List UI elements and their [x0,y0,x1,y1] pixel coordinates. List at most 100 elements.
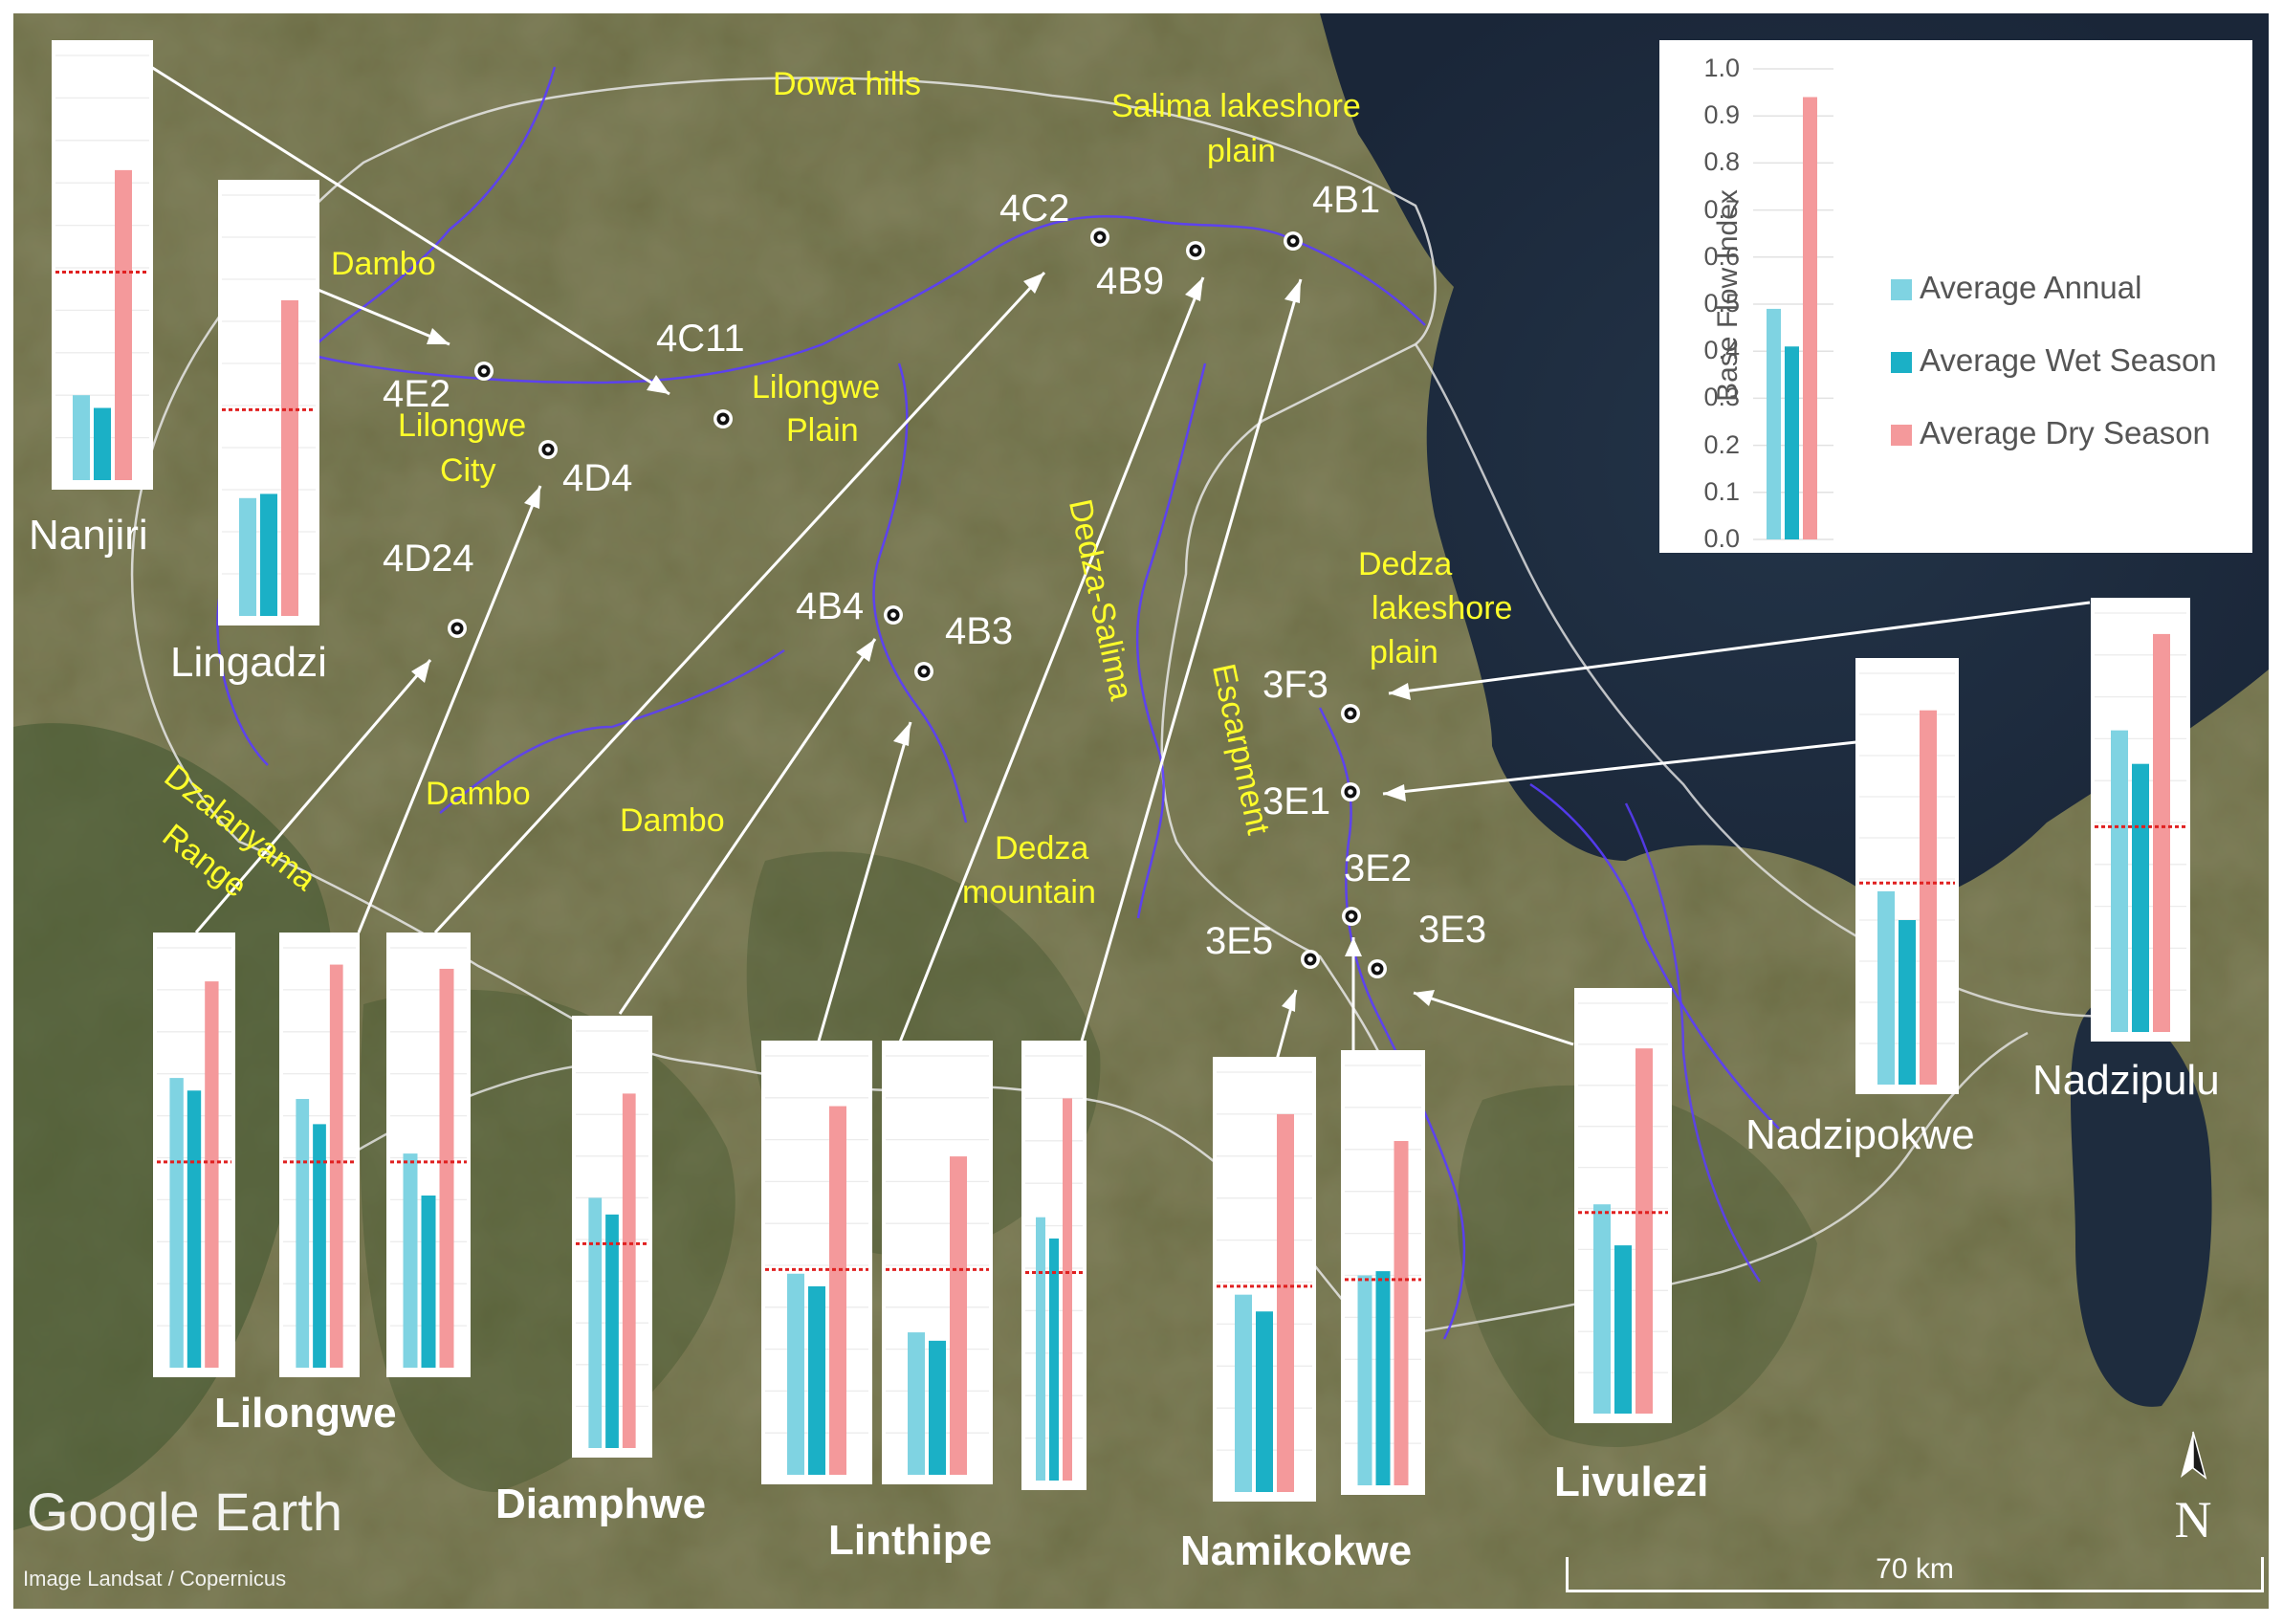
mini-bar-annual [787,1273,804,1475]
mini-chart-nadzipulu [2091,598,2190,1042]
station-label-4C2: 4C2 [999,187,1070,230]
mini-bar-dry [1394,1141,1409,1485]
station-label-4B9: 4B9 [1096,260,1165,302]
mini-bar-annual [239,497,256,616]
mini-bar-dry [622,1093,636,1448]
legend-y-tick: 0.0 [1703,524,1740,553]
mini-bar-wet [187,1090,202,1368]
mini-bar-dry [115,169,132,480]
legend-entry-wet: Average Wet Season [1891,342,2217,379]
mini-bar-dry [2153,633,2170,1032]
station-label-3E2: 3E2 [1344,847,1413,889]
legend-bar-annual [1767,308,1781,539]
station-markers [448,228,1387,978]
station-label-3E5: 3E5 [1205,920,1274,962]
mini-bar-annual [403,1153,418,1368]
station-label-4B4: 4B4 [796,585,865,627]
legend-entry-wet-label: Average Wet Season [1920,342,2217,378]
mini-chart-livulezi [1574,988,1672,1423]
mini-bar-annual [588,1197,603,1448]
catchment-label-nadzipulu: Nadzipulu [2032,1057,2220,1104]
mini-bar-wet [2132,763,2149,1032]
region-label-dedza-lakeshore: Dedza [1358,546,1453,582]
legend-entry-dry: Average Dry Season [1891,415,2210,451]
legend-entry-dry-label: Average Dry Season [1920,415,2210,450]
mini-bar-dry [329,964,343,1368]
region-label-dedza-mountain-2: mountain [962,874,1096,911]
station-label-3F3: 3F3 [1262,664,1328,706]
station-label-4B1: 4B1 [1312,179,1381,221]
mini-bar-dry [281,300,298,616]
mini-bar-dry [1063,1098,1072,1481]
mini-bar-wet [605,1214,619,1448]
region-label-lilongwe-plain: Lilongwe [752,369,881,406]
mini-bar-wet [1049,1238,1059,1481]
region-label-dowa-hills: Dowa hills [773,66,921,102]
catchment-label-linthipe: Linthipe [828,1517,993,1564]
region-label-lilongwe-city-2: City [440,452,496,489]
mini-chart-lilongwe-4d4 [279,933,360,1377]
legend-bar-wet [1785,346,1799,539]
legend-y-tick: 0.6 [1703,241,1740,271]
legend-y-tick: 0.7 [1703,194,1740,224]
mini-bar-wet [94,407,111,480]
region-label-dedza-mountain: Dedza [995,830,1089,867]
mini-bar-wet [260,494,277,616]
legend-entry-annual-label: Average Annual [1920,270,2142,305]
station-label-4D24: 4D24 [383,538,474,580]
mini-bar-wet [313,1124,326,1368]
mini-chart-linthipe-4b1 [1021,1041,1087,1490]
region-label-dambo: Dambo [331,246,436,282]
mini-bar-annual [1357,1275,1372,1485]
mini-chart-namikokwe-3e2 [1341,1050,1425,1495]
mini-bar-annual [296,1099,310,1368]
station-label-4E2: 4E2 [383,373,451,415]
legend-y-tick: 0.8 [1703,147,1740,177]
mini-chart-lilongwe-4d24 [153,933,235,1377]
legend-swatch-annual [1891,279,1912,300]
catchment-label-nanjiri: Nanjiri [29,512,148,559]
station-label-4B3: 4B3 [945,610,1014,652]
mini-chart-lilongwe-4c2 [386,933,471,1377]
region-label-lilongwe-plain-2: Plain [786,412,859,449]
mini-bar-annual [1235,1294,1252,1492]
station-label-3E3: 3E3 [1418,909,1487,951]
legend-y-tick: 0.1 [1703,476,1740,506]
catchment-label-lingadzi: Lingadzi [170,639,327,686]
catchment-label-lilongwe: Lilongwe [214,1390,397,1437]
google-earth-logo: Google Earth [27,1481,342,1542]
mini-bar-dry [950,1156,967,1475]
legend-swatch-wet [1891,352,1912,373]
mini-bar-wet [1899,920,1916,1085]
mini-chart-nanjiri [52,40,153,490]
north-arrow-icon: N [2175,1431,2212,1545]
legend-entry-annual: Average Annual [1891,270,2142,306]
scale-bar: 70 km [1566,1553,2264,1592]
legend-y-tick: 1.0 [1703,54,1740,82]
station-label-3E1: 3E1 [1262,780,1331,823]
legend-y-tick: 0.4 [1703,336,1740,365]
mini-bar-wet [1614,1245,1632,1414]
mini-bar-wet [808,1285,825,1475]
region-label-dedza-lakeshore-3: plain [1370,634,1438,670]
legend-y-tick: 0.9 [1703,100,1740,130]
mini-bar-annual [1877,890,1895,1085]
legend-y-tick: 0.3 [1703,383,1740,412]
mini-chart-namikokwe-3e5 [1213,1057,1316,1502]
mini-bar-dry [1277,1113,1294,1492]
legend-y-tick: 0.2 [1703,429,1740,459]
mini-bar-annual [1593,1204,1611,1414]
region-label-lilongwe-city: Lilongwe [398,407,527,444]
mini-bar-wet [929,1340,946,1475]
mini-chart-linthipe-4b9 [882,1041,993,1484]
mini-bar-wet [1375,1271,1391,1485]
mini-bar-annual [169,1078,184,1368]
mini-bar-dry [1635,1048,1653,1414]
mini-bar-dry [1920,710,1937,1085]
region-label-dedza-lakeshore-2: lakeshore [1372,590,1513,626]
legend-chart: Base Flow Index 0.0 0.1 0.2 0.3 0.4 0.5 0.6 0.7… [1659,40,2252,553]
catchment-label-namikokwe: Namikokwe [1180,1527,1413,1574]
mini-chart-diamphwe [572,1016,652,1458]
mini-bar-annual [908,1332,925,1475]
